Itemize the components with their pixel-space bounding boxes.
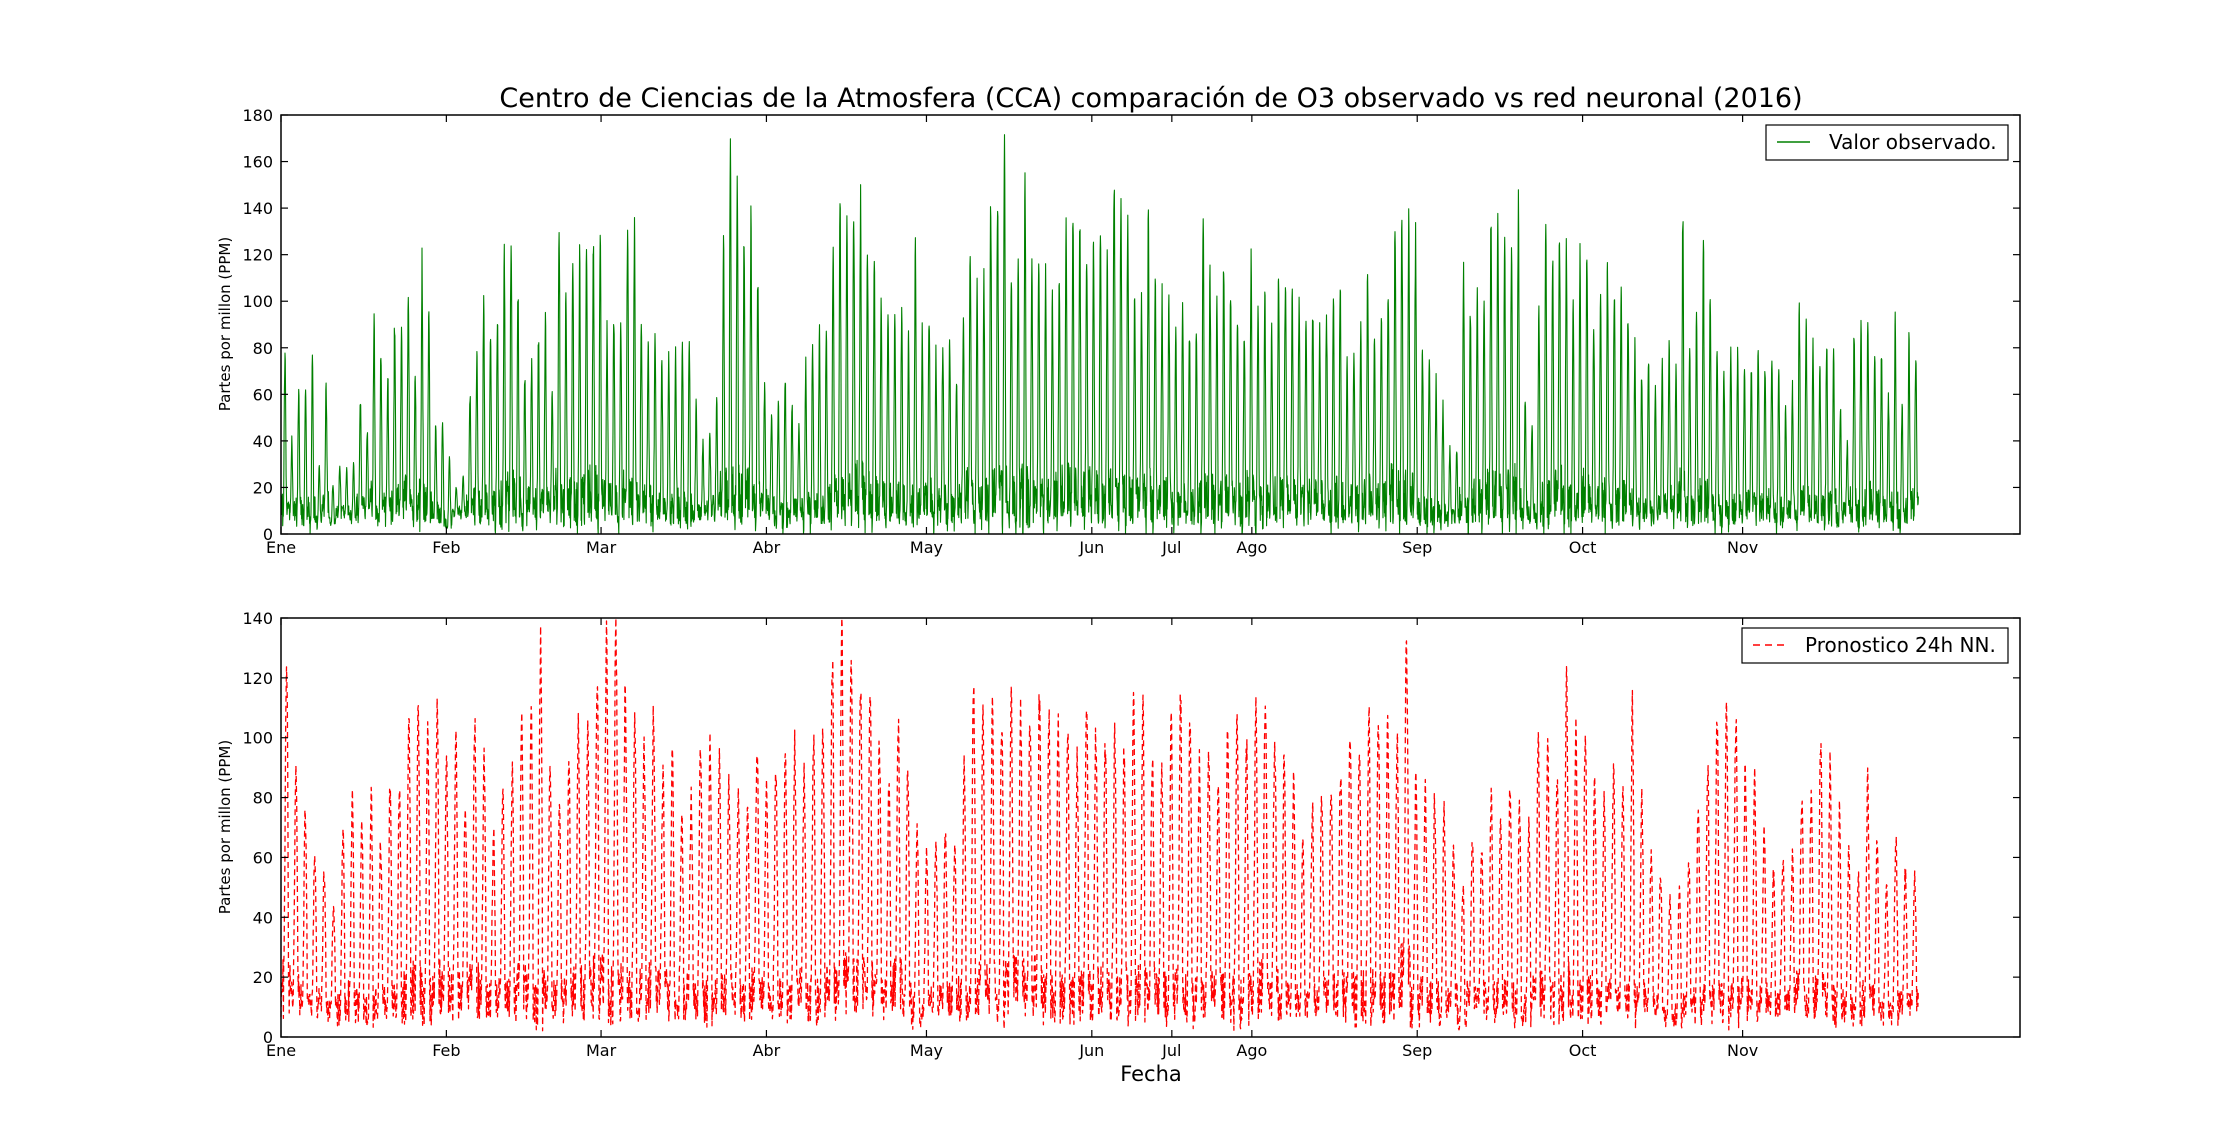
observed-y-tick-label: 80 xyxy=(253,339,273,358)
forecast-legend-box xyxy=(1741,627,2009,664)
observed-x-tick-label: Abr xyxy=(753,538,781,557)
forecast-x-tick-label: Jun xyxy=(1078,1041,1104,1060)
observed-y-axis: 0 20 40 60 80 100 120 140 160 180 xyxy=(242,106,2020,544)
forecast-y-axis: 0 20 40 60 80 100 120 140 xyxy=(242,609,2020,1047)
forecast-x-tick-label: Mar xyxy=(586,1041,617,1060)
observed-x-tick-label: Sep xyxy=(1402,538,1432,557)
observed-x-axis: Ene Feb Mar Abr May Jun Jul Ago Sep Oct Nov xyxy=(266,115,1758,557)
forecast-x-tick-label: Oct xyxy=(1569,1041,1597,1060)
observed-y-tick-label: 0 xyxy=(263,525,273,544)
observed-x-tick-label: May xyxy=(910,538,943,557)
forecast-legend-label: Pronostico 24h NN. xyxy=(1805,633,1996,657)
forecast-x-tick-label: Sep xyxy=(1402,1041,1432,1060)
forecast-y-axis-label: Partes por millon (PPM) xyxy=(216,740,234,914)
forecast-x-tick-label: Nov xyxy=(1727,1041,1758,1060)
forecast-x-tick-label: Abr xyxy=(753,1041,781,1060)
observed-x-tick-label: Ene xyxy=(266,538,296,557)
observed-x-tick-label: Nov xyxy=(1727,538,1758,557)
forecast-x-tick-label: Ene xyxy=(266,1041,296,1060)
observed-y-tick-label: 120 xyxy=(242,246,273,265)
observed-y-axis-label: Partes por millon (PPM) xyxy=(216,237,234,411)
forecast-y-tick-label: 100 xyxy=(242,729,273,748)
observed-x-tick-label: Mar xyxy=(586,538,617,557)
forecast-axes: 0 20 40 60 80 100 120 140 Ene Feb Mar Abr May Jun Jul… xyxy=(216,609,2021,1086)
forecast-y-tick-label: 40 xyxy=(253,908,273,927)
forecast-series-line xyxy=(280,617,1919,1032)
forecast-y-tick-label: 20 xyxy=(253,968,273,987)
observed-x-tick-label: Jul xyxy=(1161,538,1181,557)
observed-y-tick-label: 180 xyxy=(242,106,273,125)
forecast-y-tick-label: 80 xyxy=(253,789,273,808)
observed-y-tick-label: 160 xyxy=(242,153,273,172)
forecast-legend: Pronostico 24h NN. xyxy=(1741,627,2009,664)
forecast-x-axis: Ene Feb Mar Abr May Jun Jul Ago Sep Oct Nov xyxy=(266,618,1758,1060)
observed-y-tick-label: 20 xyxy=(253,478,273,497)
forecast-axes-frame xyxy=(280,617,2021,1038)
observed-y-tick-label: 40 xyxy=(253,432,273,451)
observed-x-tick-label: Ago xyxy=(1236,538,1267,557)
chart-title: Centro de Ciencias de la Atmosfera (CCA)… xyxy=(499,83,1802,114)
forecast-line-path xyxy=(280,617,1919,1032)
observed-legend-label: Valor observado. xyxy=(1829,130,1997,154)
forecast-y-tick-label: 140 xyxy=(242,609,273,628)
observed-legend: Valor observado. xyxy=(1765,124,2009,161)
forecast-x-tick-label: Feb xyxy=(432,1041,460,1060)
forecast-y-tick-label: 60 xyxy=(253,848,273,867)
observed-y-tick-label: 140 xyxy=(242,199,273,218)
forecast-y-tick-label: 0 xyxy=(263,1028,273,1047)
observed-x-tick-label: Oct xyxy=(1569,538,1597,557)
observed-y-tick-label: 60 xyxy=(253,385,273,404)
forecast-y-tick-label: 120 xyxy=(242,669,273,688)
forecast-x-axis-label: Fecha xyxy=(1120,1062,1182,1086)
observed-y-tick-label: 100 xyxy=(242,292,273,311)
observed-axes-frame xyxy=(280,114,2021,535)
observed-x-tick-label: Feb xyxy=(432,538,460,557)
observed-x-tick-label: Jun xyxy=(1078,538,1104,557)
observed-series-line xyxy=(280,134,1919,535)
observed-axes: 0 20 40 60 80 100 120 140 160 180 Ene Feb Mar Abr May… xyxy=(216,106,2021,557)
forecast-x-tick-label: Ago xyxy=(1236,1041,1267,1060)
forecast-x-tick-label: Jul xyxy=(1161,1041,1181,1060)
forecast-x-tick-label: May xyxy=(910,1041,943,1060)
observed-line-path xyxy=(280,134,1919,535)
